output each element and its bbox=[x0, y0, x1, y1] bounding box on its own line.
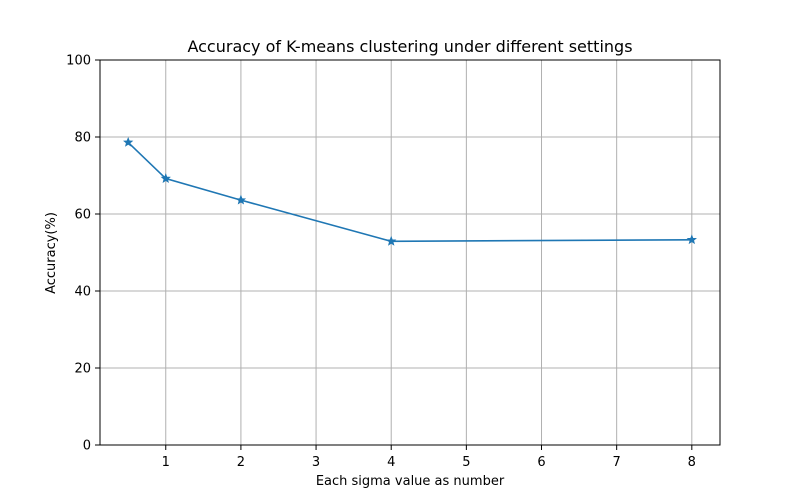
x-tick-label: 5 bbox=[462, 455, 470, 470]
x-tick-label: 3 bbox=[312, 455, 320, 470]
y-tick-label: 0 bbox=[83, 439, 91, 454]
data-point-star-marker bbox=[160, 173, 171, 183]
x-tick-label: 4 bbox=[387, 455, 395, 470]
x-tick-label: 1 bbox=[162, 455, 170, 470]
y-tick-label: 100 bbox=[66, 54, 91, 69]
series-line bbox=[127, 141, 692, 243]
y-tick-label: 20 bbox=[74, 362, 91, 377]
data-point-star-marker bbox=[235, 194, 247, 205]
chart-title: Accuracy of K-means clustering under dif… bbox=[187, 37, 632, 56]
y-tick-label: 40 bbox=[74, 285, 91, 300]
y-tick-label: 60 bbox=[74, 208, 91, 223]
y-axis-label: Accuracy(%) bbox=[44, 212, 59, 294]
x-tick-label: 6 bbox=[537, 455, 545, 470]
x-tick-label: 7 bbox=[613, 455, 621, 470]
data-point-star-marker bbox=[123, 136, 134, 147]
x-tick-label: 2 bbox=[237, 455, 245, 470]
plot-frame bbox=[99, 59, 721, 446]
grid bbox=[100, 59, 720, 446]
x-axis-label: Each sigma value as number bbox=[316, 474, 505, 489]
series-layer bbox=[123, 136, 697, 246]
x-tick-label: 8 bbox=[688, 455, 696, 470]
data-point-star-marker bbox=[686, 234, 697, 245]
y-tick-label: 80 bbox=[74, 131, 91, 146]
data-point-star-marker bbox=[386, 235, 397, 246]
